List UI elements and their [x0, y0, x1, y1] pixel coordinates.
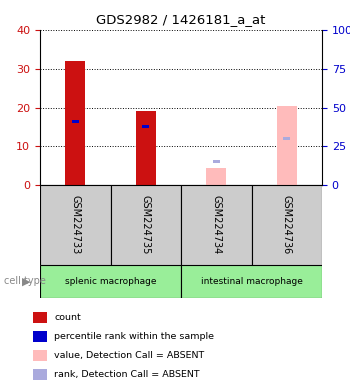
Bar	[33, 331, 47, 342]
Text: ▶: ▶	[22, 276, 30, 286]
Text: GSM224734: GSM224734	[211, 195, 221, 255]
Text: splenic macrophage: splenic macrophage	[65, 277, 156, 286]
Bar	[33, 369, 47, 380]
Bar	[142, 125, 149, 128]
Text: GSM224736: GSM224736	[282, 195, 292, 255]
Bar	[33, 350, 47, 361]
Text: GSM224733: GSM224733	[70, 195, 80, 255]
Bar	[33, 312, 47, 323]
Bar	[72, 119, 79, 122]
Title: GDS2982 / 1426181_a_at: GDS2982 / 1426181_a_at	[96, 13, 266, 26]
Text: value, Detection Call = ABSENT: value, Detection Call = ABSENT	[54, 351, 204, 360]
Bar	[65, 61, 85, 185]
Text: count: count	[54, 313, 81, 322]
Bar	[136, 111, 156, 185]
Text: cell type: cell type	[4, 276, 46, 286]
Bar	[252, 185, 322, 265]
Text: rank, Detection Call = ABSENT: rank, Detection Call = ABSENT	[54, 370, 200, 379]
Bar	[181, 185, 252, 265]
Bar	[111, 185, 181, 265]
Bar	[181, 265, 322, 298]
Bar	[40, 185, 111, 265]
Bar	[40, 265, 181, 298]
Bar	[206, 167, 226, 185]
Bar	[213, 160, 220, 163]
Text: GSM224735: GSM224735	[141, 195, 151, 255]
Text: percentile rank within the sample: percentile rank within the sample	[54, 332, 214, 341]
Bar	[283, 137, 290, 140]
Bar	[277, 106, 296, 185]
Text: intestinal macrophage: intestinal macrophage	[201, 277, 302, 286]
